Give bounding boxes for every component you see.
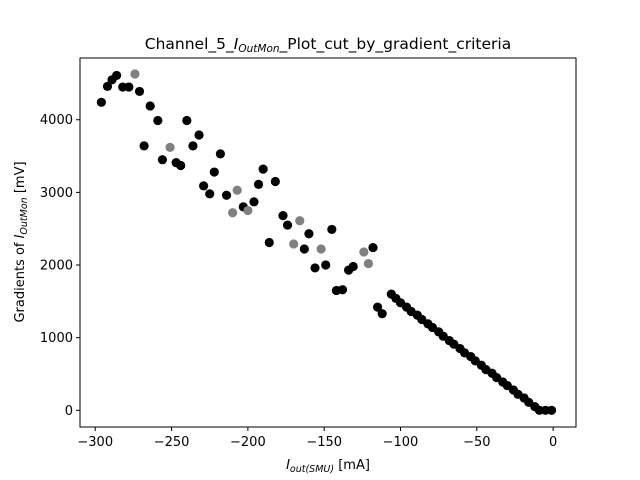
y-tick-label: 4000 — [40, 113, 73, 128]
data-point-kept — [258, 164, 268, 174]
ylabel-italic-main: I — [13, 234, 28, 238]
x-tick-label: −250 — [154, 435, 190, 450]
data-point-cut — [359, 247, 369, 257]
x-tick-label: −200 — [230, 435, 266, 450]
title-suffix: _Plot_cut_by_gradient_criteria — [279, 35, 512, 54]
data-point-kept — [205, 189, 215, 199]
data-point-kept — [124, 82, 134, 92]
ylabel-italic-sub: OutMon — [19, 197, 30, 234]
data-point-kept — [145, 101, 155, 111]
data-point-kept — [373, 302, 383, 312]
y-tick-label: 2000 — [40, 259, 73, 274]
data-point-cut — [228, 208, 238, 218]
data-point-kept — [337, 285, 348, 295]
data-point-cut — [130, 69, 140, 79]
ylabel-suffix: [mV] — [13, 161, 28, 197]
x-tick-label: 0 — [549, 435, 557, 450]
data-point-kept — [182, 115, 192, 126]
ylabel-prefix: Gradients of — [13, 238, 28, 322]
data-point-kept — [209, 167, 219, 177]
y-tick-label: 3000 — [40, 186, 73, 201]
xlabel-italic-sub: out(SMU) — [290, 464, 334, 475]
y-tick-label: 1000 — [40, 331, 73, 346]
x-tick-label: −300 — [77, 435, 113, 450]
data-point-kept — [102, 81, 113, 91]
x-axis-label: Iout(SMU) [mA] — [286, 458, 370, 475]
data-point-kept — [139, 141, 149, 151]
x-tick-label: −150 — [306, 435, 342, 450]
data-point-kept — [327, 224, 337, 235]
x-tick-label: −100 — [383, 435, 419, 450]
data-point-kept — [377, 309, 387, 319]
data-point-kept — [310, 263, 320, 273]
xlabel-suffix: [mA] — [334, 458, 370, 473]
chart-title: Channel_5_IOutMon_Plot_cut_by_gradient_c… — [145, 35, 511, 55]
y-axis-label: Gradients of IOutMon [mV] — [13, 161, 30, 322]
data-point-cut — [165, 142, 175, 152]
data-point-cut — [363, 258, 374, 269]
data-point-kept — [321, 260, 331, 270]
data-point-kept — [299, 244, 309, 254]
data-point-kept — [194, 130, 204, 140]
data-point-kept — [112, 70, 122, 81]
data-point-kept — [253, 179, 264, 189]
data-point-kept — [153, 115, 163, 126]
xlabel-italic-main: I — [286, 458, 290, 473]
data-point-kept — [546, 405, 557, 415]
data-point-kept — [348, 261, 358, 272]
x-tick-label: −50 — [463, 435, 490, 450]
data-point-kept — [270, 176, 280, 187]
data-point-kept — [157, 155, 168, 165]
data-point-cut — [289, 239, 299, 249]
data-point-cut — [295, 216, 305, 226]
data-point-kept — [282, 220, 293, 230]
data-point-cut — [232, 185, 242, 195]
plot-frame — [79, 57, 577, 428]
title-italic-main: I — [234, 35, 239, 53]
data-point-kept — [96, 97, 106, 107]
data-point-cut — [243, 205, 253, 216]
data-point-kept — [278, 211, 288, 221]
data-point-kept — [249, 197, 259, 207]
title-italic-sub: OutMon — [238, 43, 279, 55]
data-point-cut — [316, 244, 326, 254]
data-point-kept — [264, 237, 274, 248]
data-point-kept — [199, 181, 209, 191]
data-points — [96, 69, 557, 415]
data-point-kept — [304, 229, 314, 239]
title-prefix: Channel_5_ — [145, 35, 234, 54]
data-point-kept — [368, 242, 378, 253]
y-tick-label: 0 — [65, 404, 73, 419]
data-point-kept — [176, 160, 186, 171]
axes-ticks: −300 −250 −200 −150 −100 −50 0 0 1000 2000 3000 400… — [40, 113, 557, 450]
data-point-kept — [134, 86, 145, 97]
data-point-kept — [215, 149, 226, 159]
data-point-kept — [221, 190, 232, 200]
data-point-kept — [188, 141, 198, 151]
